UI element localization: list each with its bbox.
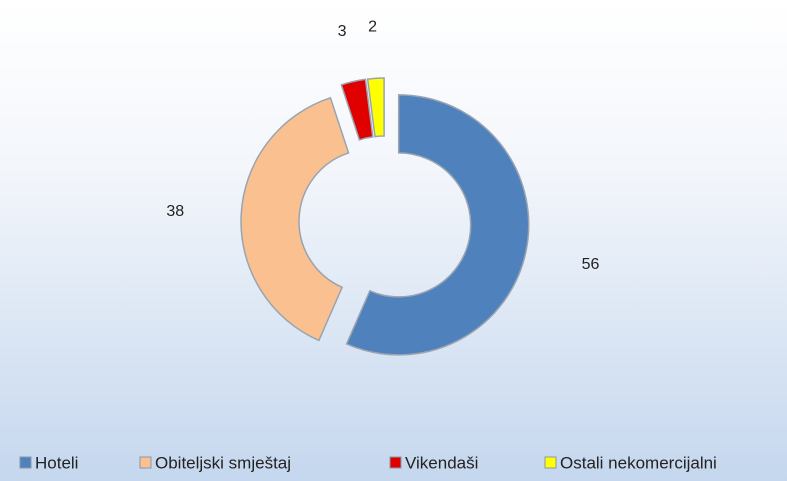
legend-label: Hoteli	[35, 453, 78, 472]
legend-swatch	[139, 456, 152, 469]
legend-label: Obiteljski smještaj	[155, 453, 291, 472]
data-label: 56	[582, 256, 600, 273]
data-label: 3	[338, 23, 347, 40]
data-label: 2	[368, 19, 377, 36]
donut-segment	[345, 94, 530, 356]
legend-swatch	[19, 456, 32, 469]
legend-swatch	[544, 456, 557, 469]
donut-segment	[240, 96, 350, 342]
donut-segment	[366, 77, 385, 138]
legend-label: Ostali nekomercijalni	[560, 453, 717, 472]
legend-swatch	[389, 456, 402, 469]
data-label: 38	[166, 203, 184, 220]
donut-segment	[340, 78, 374, 141]
legend-label: Vikendaši	[405, 453, 478, 472]
